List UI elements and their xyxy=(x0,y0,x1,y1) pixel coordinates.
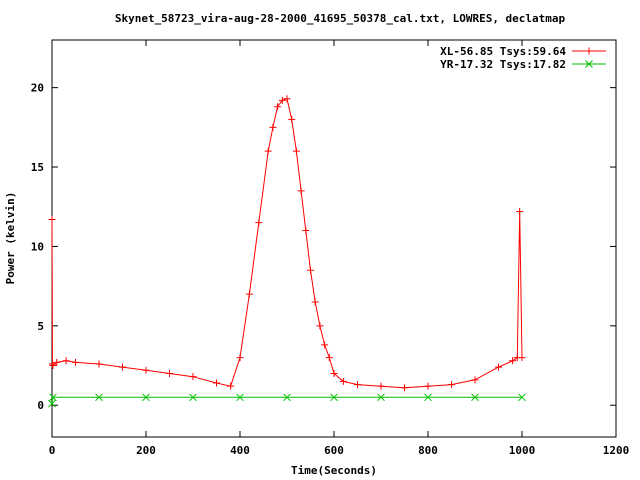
series-1-point xyxy=(255,219,263,227)
chart-title: Skynet_58723_vira-aug-28-2000_41695_5037… xyxy=(115,12,566,25)
series-1-point xyxy=(518,354,526,362)
x-tick-label: 0 xyxy=(49,444,56,457)
series-1-point xyxy=(471,376,479,384)
series-2-point xyxy=(49,393,57,402)
series-2-point xyxy=(283,393,291,402)
x-axis-label: Time(Seconds) xyxy=(291,464,377,477)
series-1-point xyxy=(424,382,432,390)
series-1-point xyxy=(236,354,244,362)
y-tick-label: 20 xyxy=(31,82,44,95)
series-1-point xyxy=(48,215,56,223)
series-1-point xyxy=(49,362,57,370)
series-2-line xyxy=(51,396,522,404)
series-1-point xyxy=(288,115,296,123)
series-1-point xyxy=(401,384,408,392)
plot-frame xyxy=(51,39,617,438)
y-tick-label: 10 xyxy=(31,240,44,253)
series-2-point xyxy=(95,393,103,402)
x-tick-label: 800 xyxy=(418,444,438,457)
x-tick-label: 200 xyxy=(136,444,156,457)
series-1-point xyxy=(302,227,310,235)
series-1-point xyxy=(274,103,282,111)
series-1-point xyxy=(119,363,126,371)
series-1-line xyxy=(51,98,523,389)
series-2-point xyxy=(48,399,56,408)
series-1-point xyxy=(95,360,103,368)
series-1-point xyxy=(142,366,150,374)
legend-marker-2 xyxy=(585,60,593,68)
series-1-point xyxy=(227,382,235,390)
y-tick-label: 5 xyxy=(37,320,44,333)
series-1-point xyxy=(354,381,361,389)
x-tick-label: 400 xyxy=(230,444,250,457)
series-1-point xyxy=(283,95,291,103)
series-1-point xyxy=(53,358,61,366)
series-1-point xyxy=(325,354,333,362)
legend-label-1: XL-56.85 Tsys:59.64 xyxy=(440,45,566,58)
x-tick-label: 600 xyxy=(324,444,344,457)
series-1-point xyxy=(495,363,502,371)
series-2 xyxy=(48,393,526,408)
series-1 xyxy=(48,95,526,392)
y-tick-label: 15 xyxy=(31,161,44,174)
series-1-point xyxy=(166,369,173,377)
legend-marker-1 xyxy=(585,47,593,55)
series-1-point xyxy=(245,290,253,298)
series-1-point xyxy=(448,381,455,389)
series-2-point xyxy=(189,393,197,402)
series-2-point xyxy=(236,393,244,402)
series-1-point xyxy=(62,357,70,365)
series-2-point xyxy=(377,393,385,402)
series-1-point xyxy=(509,357,517,365)
series-2-point xyxy=(142,393,150,402)
x-tick-label: 1000 xyxy=(509,444,536,457)
series-1-point xyxy=(321,341,329,349)
series-1-point xyxy=(269,123,277,131)
series-1-point xyxy=(307,266,314,274)
series-1-point xyxy=(377,382,385,390)
series-2-point xyxy=(424,393,432,402)
series-2-point xyxy=(518,393,526,402)
series-1-point xyxy=(264,147,272,155)
x-axis-ticks: 0 200 400 600 800 1000 1200 xyxy=(49,40,630,457)
series-1-point xyxy=(292,147,300,155)
series-1-point xyxy=(316,322,324,330)
series-2-point xyxy=(471,393,479,402)
series-1-point xyxy=(72,358,79,366)
y-axis-label: Power (kelvin) xyxy=(4,192,17,285)
y-tick-label: 0 xyxy=(37,399,44,412)
series-1-point xyxy=(339,377,347,385)
series-2-point xyxy=(330,393,338,402)
series-1-point xyxy=(516,208,524,216)
y-axis-ticks: 0 5 10 15 20 xyxy=(31,82,616,412)
legend-label-2: YR-17.32 Tsys:17.82 xyxy=(440,58,566,71)
series-1-point xyxy=(213,379,220,387)
series-1-point xyxy=(278,96,286,104)
series-1-point xyxy=(311,298,319,306)
x-tick-label: 1200 xyxy=(603,444,630,457)
series-1-point xyxy=(189,373,197,381)
series-1-point xyxy=(330,369,338,377)
series-layer xyxy=(48,95,526,408)
series-1-point xyxy=(297,187,305,195)
